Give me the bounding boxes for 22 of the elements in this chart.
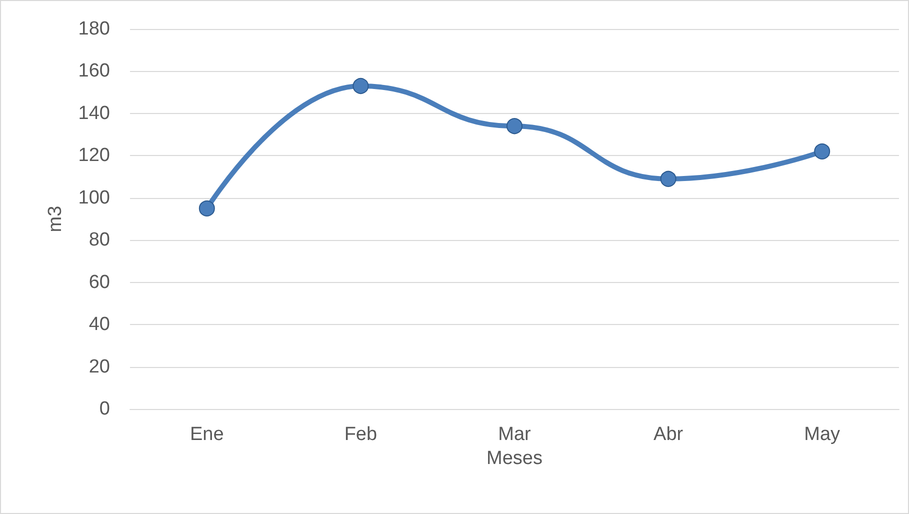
- y-tick-label: 160: [78, 60, 110, 82]
- y-tick-label: 100: [78, 187, 110, 208]
- y-tick-label: 180: [78, 18, 110, 40]
- point: [198, 200, 215, 216]
- x-tick-label: Abr: [654, 424, 684, 445]
- y-axis-title: m3: [45, 206, 66, 232]
- point: [506, 118, 522, 134]
- y-tick-label: 140: [78, 102, 110, 124]
- x-tick-label: Feb: [344, 424, 378, 445]
- y-tick-label: 80: [88, 230, 110, 251]
- y-tick-label: 60: [88, 272, 110, 293]
- point: [660, 170, 676, 187]
- x-axis-title: Meses: [486, 448, 542, 469]
- x-tick-label: Mar: [498, 424, 532, 445]
- x-tick-label: May: [804, 424, 841, 445]
- point: [352, 78, 369, 94]
- y-tick-label: 20: [88, 356, 110, 378]
- x-tick-label: Ene: [190, 424, 224, 445]
- y-tick-label: 120: [78, 145, 110, 166]
- point: [814, 143, 830, 160]
- y-tick-label: 0: [99, 398, 110, 420]
- y-tick-label: 40: [88, 314, 110, 336]
